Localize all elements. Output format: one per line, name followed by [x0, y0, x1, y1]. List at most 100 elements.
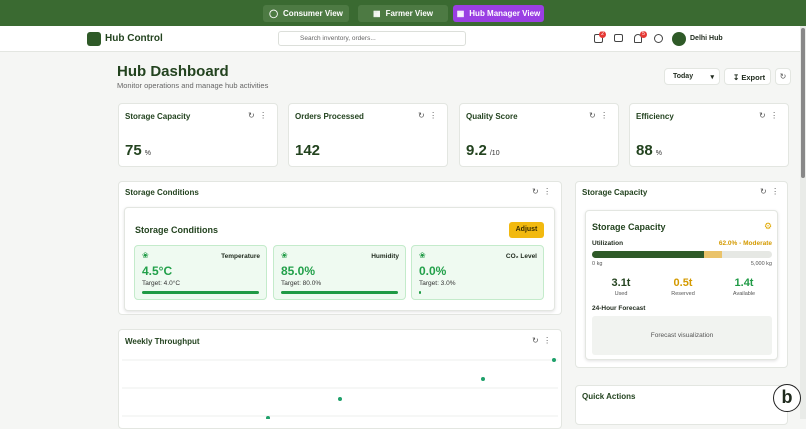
stat-value: 3.1t	[611, 277, 631, 289]
kpi-value: 88	[636, 142, 653, 159]
points	[266, 358, 556, 419]
condition-label: Humidity	[371, 253, 399, 260]
alert-icon[interactable]	[594, 34, 603, 43]
badge-logo: b	[773, 384, 801, 412]
kpi-title: Quality Score	[466, 112, 518, 121]
header	[0, 26, 806, 52]
card-title: Storage Capacity	[592, 222, 666, 232]
condition-card	[411, 245, 544, 300]
utilization-track	[592, 251, 772, 258]
condition-bar	[281, 291, 398, 294]
max-label: 5,000 kg	[750, 261, 772, 267]
badge: 2	[599, 31, 606, 38]
bell-icon[interactable]	[634, 34, 642, 43]
min-label: 0 kg	[592, 261, 603, 267]
settings-icon[interactable]: ⚙	[764, 221, 773, 231]
kpi-unit: %	[144, 150, 151, 157]
kpi-card	[629, 103, 789, 167]
condition-track	[142, 291, 259, 294]
quick-actions-panel	[575, 385, 788, 425]
stat-label: Used	[614, 291, 628, 297]
condition-target: Target: 80.0%	[281, 280, 322, 287]
kpi-unit: %	[655, 150, 662, 157]
export-label: Export	[741, 73, 766, 82]
kpi-card	[118, 103, 278, 167]
badge: 5	[640, 31, 647, 38]
used-bar	[592, 251, 704, 258]
condition-value: 85.0%	[281, 264, 316, 278]
scroll-thumb	[801, 28, 805, 178]
condition-track	[281, 291, 398, 294]
condition-track	[419, 291, 536, 294]
kpi-value-row: 142	[295, 142, 320, 159]
condition-target: Target: 4.0°C	[142, 280, 181, 287]
kpi-value: 142	[295, 142, 321, 159]
panel-title: Quick Actions	[582, 392, 636, 401]
condition-target: Target: 3.0%	[419, 280, 456, 287]
kpi-actions[interactable]: ↻ ⋮	[759, 111, 779, 120]
tab-label: Consumer View	[283, 9, 343, 18]
period-select[interactable]: Today ▾	[664, 68, 720, 85]
condition-card	[273, 245, 406, 300]
tab-label: Hub Manager View	[469, 9, 541, 18]
kpi-value-row: 88%	[636, 142, 662, 159]
stat-label: Available	[732, 291, 756, 297]
forecast-title: 24-Hour Forecast	[592, 305, 646, 312]
condition-bar	[142, 291, 259, 294]
kpi-actions[interactable]: ↻ ⋮	[589, 111, 609, 120]
utilization-status: 62.0% - Moderate	[718, 240, 772, 247]
utilization-label: Utilization	[592, 240, 624, 247]
refresh-button[interactable]: ↻	[775, 68, 791, 85]
condition-label: CO₂ Level	[505, 253, 537, 260]
tab-label: Farmer View	[385, 9, 433, 18]
page-subtitle: Monitor operations and manage hub activi…	[117, 81, 269, 90]
panel-actions[interactable]: ↻ ⋮	[532, 187, 552, 196]
grid	[122, 359, 558, 417]
user-name[interactable]: Delhi Hub	[690, 35, 723, 42]
throughput-chart	[122, 358, 558, 419]
kpi-title: Orders Processed	[295, 112, 364, 121]
adjust-button[interactable]: Adjust	[509, 222, 544, 238]
help-icon[interactable]	[654, 34, 663, 43]
panel-actions[interactable]: ↻ ⋮	[760, 187, 780, 196]
page-title: Hub Dashboard	[117, 63, 229, 80]
kpi-actions[interactable]: ↻ ⋮	[248, 111, 268, 120]
reserved-bar	[703, 251, 722, 258]
condition-card	[134, 245, 267, 300]
stat-value: 0.5t	[673, 277, 693, 289]
kpi-value: 75	[125, 142, 142, 159]
logo	[87, 32, 101, 46]
panel-title: Storage Conditions	[125, 188, 199, 197]
condition-bar	[419, 291, 422, 294]
forecast-placeholder: Forecast visualization	[592, 316, 772, 355]
kpi-value: 9.2	[466, 142, 487, 159]
kpi-card	[288, 103, 448, 167]
kpi-value-row: 75%	[125, 142, 151, 159]
kpi-card	[459, 103, 619, 167]
brand: Hub Control	[105, 33, 163, 44]
tab-active[interactable]: ▦ Hub Manager View	[453, 5, 544, 22]
stat-value: 1.4t	[734, 277, 754, 289]
throughput-panel	[118, 329, 562, 429]
panel-title: Storage Capacity	[582, 188, 648, 197]
card-title: Storage Conditions	[135, 225, 218, 235]
kpi-title: Storage Capacity	[125, 112, 191, 121]
condition-label: Temperature	[221, 253, 260, 260]
kpi-unit: /10	[489, 150, 500, 157]
avatar[interactable]	[672, 32, 686, 46]
search[interactable]: Search inventory, orders...	[278, 31, 466, 46]
kpi-title: Efficiency	[636, 112, 674, 121]
period-label: Today	[673, 73, 694, 80]
tab[interactable]: ▦ Farmer View	[358, 5, 448, 22]
scrollbar[interactable]	[800, 26, 806, 419]
condition-icon: ❀	[281, 251, 288, 260]
condition-value: 4.5°C	[142, 264, 173, 278]
tab[interactable]: ◯ Consumer View	[263, 5, 349, 22]
condition-value: 0.0%	[419, 264, 447, 278]
kpi-actions[interactable]: ↻ ⋮	[418, 111, 438, 120]
panel-actions[interactable]: ↻ ⋮	[532, 336, 552, 345]
export-button[interactable]: ↧ Export	[724, 68, 771, 85]
chevron: ▾	[710, 74, 714, 81]
message-icon[interactable]	[614, 34, 623, 42]
